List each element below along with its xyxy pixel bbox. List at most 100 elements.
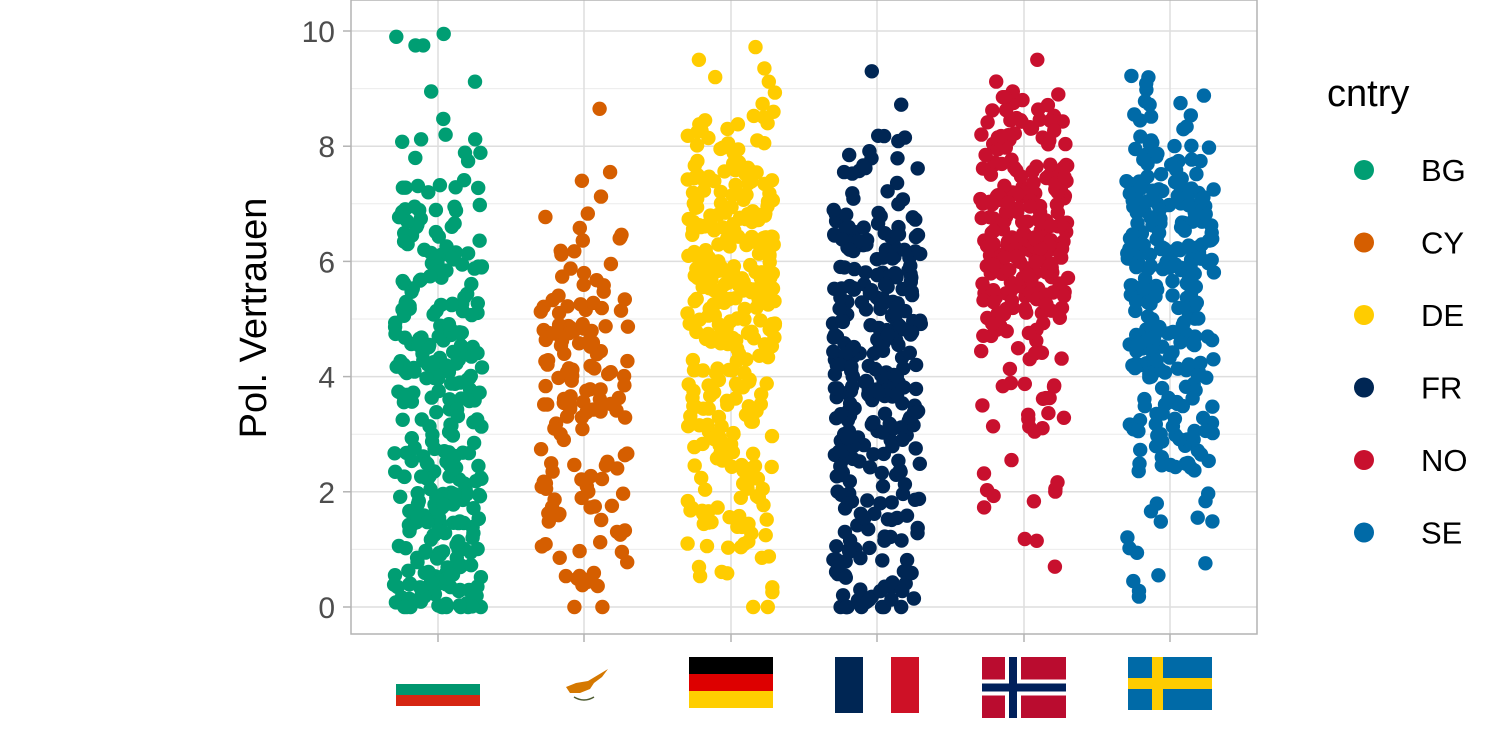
- data-point: [875, 425, 890, 440]
- data-point: [697, 482, 713, 497]
- data-point: [1022, 199, 1038, 214]
- data-point: [1027, 424, 1042, 439]
- data-point: [401, 563, 416, 578]
- data-point: [1015, 214, 1030, 230]
- data-point: [1165, 419, 1181, 434]
- data-point: [864, 64, 879, 79]
- data-point: [1002, 262, 1017, 278]
- data-point: [421, 564, 436, 580]
- data-point: [442, 458, 458, 473]
- data-point: [978, 147, 993, 163]
- data-point: [853, 550, 868, 566]
- data-point: [908, 441, 923, 456]
- data-point: [1168, 257, 1183, 272]
- data-point: [1173, 335, 1188, 350]
- data-point: [464, 307, 479, 323]
- data-point: [449, 356, 464, 371]
- data-point: [1126, 199, 1141, 214]
- data-point: [422, 269, 438, 284]
- data-point: [1128, 294, 1144, 309]
- data-point: [871, 385, 886, 400]
- data-point: [841, 219, 856, 235]
- flag-sweden-icon: [1128, 657, 1212, 710]
- data-point: [687, 244, 702, 260]
- data-point: [454, 391, 469, 406]
- legend-label: NO: [1421, 443, 1468, 478]
- data-point: [1191, 311, 1206, 326]
- data-point: [764, 173, 780, 188]
- data-point: [688, 200, 703, 215]
- data-point: [419, 371, 434, 386]
- data-point: [590, 578, 605, 594]
- data-point: [449, 537, 464, 552]
- data-point: [1171, 300, 1186, 316]
- data-point: [395, 412, 410, 427]
- data-point: [908, 381, 924, 397]
- data-point: [472, 197, 487, 213]
- data-point: [833, 259, 848, 275]
- data-point: [451, 583, 466, 599]
- data-point: [721, 540, 736, 555]
- data-point: [760, 116, 775, 131]
- data-point: [459, 486, 475, 502]
- data-point: [862, 592, 877, 607]
- data-point: [1028, 254, 1043, 270]
- data-point: [1153, 514, 1169, 529]
- data-point: [975, 276, 990, 291]
- legend-item-de: DE: [1354, 298, 1464, 333]
- data-point: [424, 84, 439, 99]
- data-point: [466, 501, 481, 516]
- data-point: [986, 294, 1001, 310]
- data-point: [1015, 92, 1030, 108]
- data-point: [708, 366, 724, 381]
- data-point: [408, 150, 423, 166]
- y-tick-label: 4: [318, 362, 335, 395]
- data-point: [1150, 146, 1165, 161]
- data-point: [877, 406, 893, 421]
- data-point: [895, 583, 910, 599]
- data-point: [908, 229, 924, 245]
- data-point: [728, 391, 743, 406]
- data-point: [1190, 510, 1205, 525]
- data-point: [444, 219, 459, 234]
- data-point: [1181, 456, 1196, 471]
- series-se: [1119, 68, 1222, 604]
- data-point: [842, 147, 857, 163]
- series-bg: [386, 26, 490, 615]
- data-point: [466, 525, 481, 541]
- data-point: [1157, 365, 1173, 380]
- data-point: [1153, 167, 1169, 182]
- data-point: [868, 361, 883, 377]
- data-point: [899, 552, 915, 568]
- data-point: [1056, 288, 1072, 304]
- data-point: [826, 202, 841, 218]
- data-point: [558, 568, 574, 584]
- data-point: [866, 415, 881, 430]
- data-point: [1123, 278, 1139, 293]
- data-point: [452, 375, 468, 390]
- data-point: [1196, 410, 1211, 426]
- data-point: [720, 121, 735, 137]
- data-point: [726, 425, 741, 441]
- data-point: [470, 412, 485, 427]
- data-point: [545, 292, 560, 308]
- data-point: [714, 564, 729, 580]
- data-point: [764, 459, 779, 475]
- data-point: [468, 132, 483, 147]
- data-point: [717, 164, 732, 179]
- data-point: [757, 61, 772, 76]
- data-point: [689, 138, 705, 153]
- legend-key: [1354, 522, 1374, 543]
- data-point: [583, 339, 598, 354]
- data-point: [880, 184, 895, 199]
- data-point: [701, 130, 716, 146]
- data-point: [594, 512, 609, 528]
- data-point: [444, 297, 459, 313]
- data-point: [835, 314, 851, 330]
- data-point: [595, 599, 610, 615]
- data-point: [733, 540, 749, 555]
- legend-item-bg: BG: [1354, 153, 1466, 188]
- data-point: [1193, 153, 1208, 169]
- y-tick-label: 2: [318, 477, 335, 510]
- data-point: [894, 533, 909, 548]
